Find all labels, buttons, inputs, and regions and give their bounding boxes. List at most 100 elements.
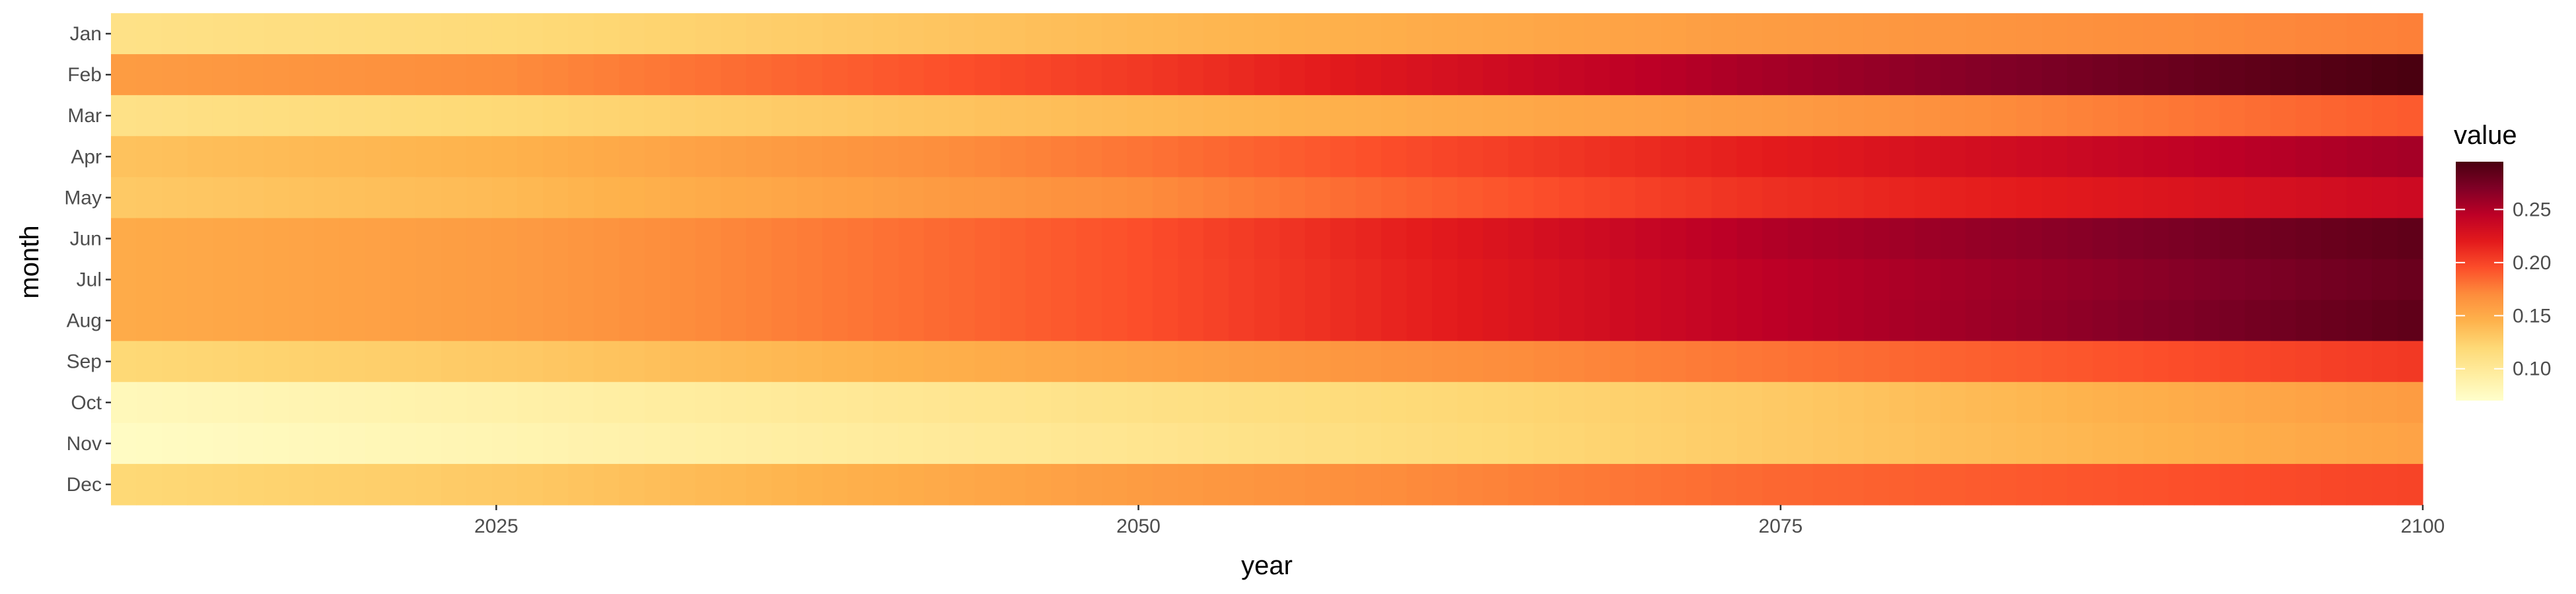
heatmap-cell — [1559, 95, 1585, 137]
heatmap-cell — [466, 463, 493, 506]
heatmap-cell — [1330, 422, 1357, 465]
heatmap-cell — [1610, 341, 1636, 383]
heatmap-cell — [1584, 422, 1610, 465]
heatmap-cell — [1889, 381, 1915, 424]
heatmap-cell — [136, 381, 162, 424]
heatmap-cell — [746, 259, 772, 301]
heatmap-cell — [390, 13, 417, 55]
heatmap-cell — [1355, 463, 1382, 506]
heatmap-cell — [1736, 136, 1763, 178]
heatmap-cell — [2244, 177, 2271, 219]
heatmap-cell — [1051, 136, 1077, 178]
heatmap-cell — [1076, 463, 1102, 506]
heatmap-cell — [1635, 381, 1661, 424]
heatmap-cell — [1711, 381, 1738, 424]
heatmap-cell — [1076, 13, 1102, 55]
heatmap-cell — [1229, 54, 1255, 96]
heatmap-cell — [1812, 381, 1839, 424]
heatmap-cell — [238, 54, 264, 96]
heatmap-cell — [111, 259, 137, 301]
heatmap-cell — [822, 177, 848, 219]
heatmap-cell — [2194, 218, 2220, 260]
heatmap-cell — [136, 300, 162, 342]
heatmap-cell — [542, 259, 569, 301]
heatmap-cell — [1965, 422, 1991, 465]
heatmap-cell — [1025, 381, 1052, 424]
legend-tick-label: 0.20 — [2513, 252, 2551, 274]
heatmap-cell — [1736, 218, 1763, 260]
heatmap-cell — [2219, 463, 2246, 506]
heatmap-cell — [1584, 381, 1610, 424]
heatmap-cell — [187, 136, 213, 178]
heatmap-cell — [2118, 54, 2144, 96]
heatmap-cell — [1000, 13, 1026, 55]
heatmap-cell — [1533, 54, 1559, 96]
heatmap-cell — [2346, 300, 2373, 342]
heatmap-cell — [593, 95, 620, 137]
heatmap-cell — [923, 136, 950, 178]
heatmap-cell — [2346, 218, 2373, 260]
heatmap-cell — [542, 95, 569, 137]
heatmap-cell — [2321, 381, 2347, 424]
heatmap-cell — [263, 54, 289, 96]
heatmap-cell — [1330, 136, 1357, 178]
heatmap-cell — [1812, 54, 1839, 96]
heatmap-cell — [1178, 463, 1204, 506]
heatmap-cell — [923, 54, 950, 96]
heatmap-cell — [2067, 300, 2093, 342]
heatmap-cell — [2168, 422, 2195, 465]
heatmap-cell — [1178, 54, 1204, 96]
heatmap-cell — [923, 381, 950, 424]
heatmap-cell — [1559, 381, 1585, 424]
heatmap-cell — [314, 300, 340, 342]
heatmap-cell — [593, 259, 620, 301]
heatmap-cell — [619, 177, 645, 219]
heatmap-cell — [187, 300, 213, 342]
heatmap-cell — [2295, 422, 2322, 465]
heatmap-cell — [1279, 259, 1306, 301]
heatmap-cell — [1330, 341, 1357, 383]
heatmap-cell — [1533, 259, 1559, 301]
heatmap-cell — [847, 300, 874, 342]
heatmap-cell — [1863, 136, 1890, 178]
heatmap-cell — [491, 259, 518, 301]
heatmap-cell — [2067, 136, 2093, 178]
heatmap-cell — [2397, 54, 2423, 96]
heatmap-cell — [2372, 463, 2398, 506]
heatmap-cell — [1203, 177, 1229, 219]
heatmap-cell — [2244, 341, 2271, 383]
heatmap-cell — [2244, 422, 2271, 465]
heatmap-cell — [212, 259, 238, 301]
heatmap-cell — [1838, 259, 1865, 301]
heatmap-cell — [2067, 381, 2093, 424]
heatmap-cell — [2270, 13, 2297, 55]
heatmap-cell — [1812, 422, 1839, 465]
heatmap-cell — [1051, 177, 1077, 219]
heatmap-cell — [721, 381, 747, 424]
heatmap-cell — [415, 381, 442, 424]
heatmap-cell — [2372, 136, 2398, 178]
heatmap-cell — [314, 95, 340, 137]
heatmap-cell — [2295, 95, 2322, 137]
heatmap-cell — [619, 54, 645, 96]
heatmap-cell — [1686, 218, 1712, 260]
heatmap-cell — [873, 341, 899, 383]
heatmap-cell — [1381, 54, 1408, 96]
heatmap-cell — [2194, 13, 2220, 55]
heatmap-cell — [1076, 381, 1102, 424]
heatmap-cell — [1406, 136, 1433, 178]
heatmap-cell — [1686, 95, 1712, 137]
heatmap-cell — [670, 381, 696, 424]
heatmap-cell — [390, 95, 417, 137]
heatmap-cell — [1305, 54, 1331, 96]
heatmap-cell — [1889, 95, 1915, 137]
heatmap-cell — [2093, 13, 2119, 55]
heatmap-cell — [1178, 13, 1204, 55]
heatmap-cell — [949, 54, 976, 96]
heatmap-cell — [1736, 300, 1763, 342]
heatmap-cell — [491, 95, 518, 137]
heatmap-cell — [1203, 422, 1229, 465]
heatmap-cell — [721, 259, 747, 301]
heatmap-cell — [2270, 177, 2297, 219]
heatmap-cell — [1025, 13, 1052, 55]
